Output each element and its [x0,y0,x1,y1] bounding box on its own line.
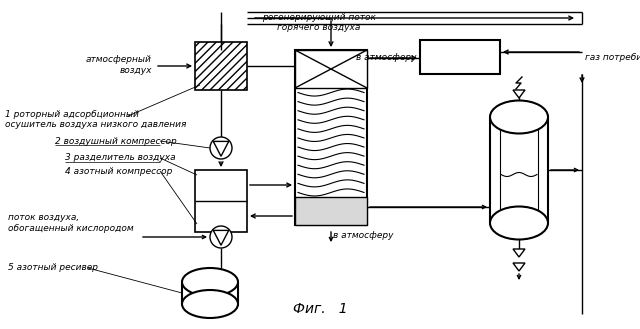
Bar [500,125,538,215]
Text: поток воздуха,
обогащенный кислородом: поток воздуха, обогащенный кислородом [8,213,134,233]
Text: атмосферный
воздух: атмосферный воздух [86,55,152,75]
Polygon shape [513,263,525,271]
Ellipse shape [182,268,238,296]
Text: 3 разделитель воздуха: 3 разделитель воздуха [65,154,175,163]
Text: Фиг.   1: Фиг. 1 [292,302,348,316]
Bar [295,197,367,225]
Text: в атмосферу: в атмосферу [355,53,416,62]
Ellipse shape [490,207,548,240]
Circle shape [210,226,232,248]
Ellipse shape [490,100,548,134]
Bar [295,50,367,225]
Bar [195,170,247,232]
Text: 1 роторный адсорбционный
осушитель воздуха низкого давления: 1 роторный адсорбционный осушитель возду… [5,110,186,129]
Polygon shape [513,90,525,98]
Ellipse shape [182,290,238,318]
Circle shape [210,137,232,159]
Polygon shape [213,230,228,245]
Text: 4 азотный компрессор: 4 азотный компрессор [65,166,172,175]
Bar [195,42,247,90]
Bar [420,40,500,74]
Text: 5 азотный ресивер: 5 азотный ресивер [8,264,98,272]
Polygon shape [213,141,228,156]
Text: 2 воздушный компрессор: 2 воздушный компрессор [55,137,177,145]
Polygon shape [513,249,525,257]
Bar [295,50,367,88]
Text: регенерирующий поток
горячего воздуха: регенерирующий поток горячего воздуха [262,13,376,32]
Text: в атмосферу: в атмосферу [333,231,394,240]
Text: газ потребителю: газ потребителю [585,53,640,62]
